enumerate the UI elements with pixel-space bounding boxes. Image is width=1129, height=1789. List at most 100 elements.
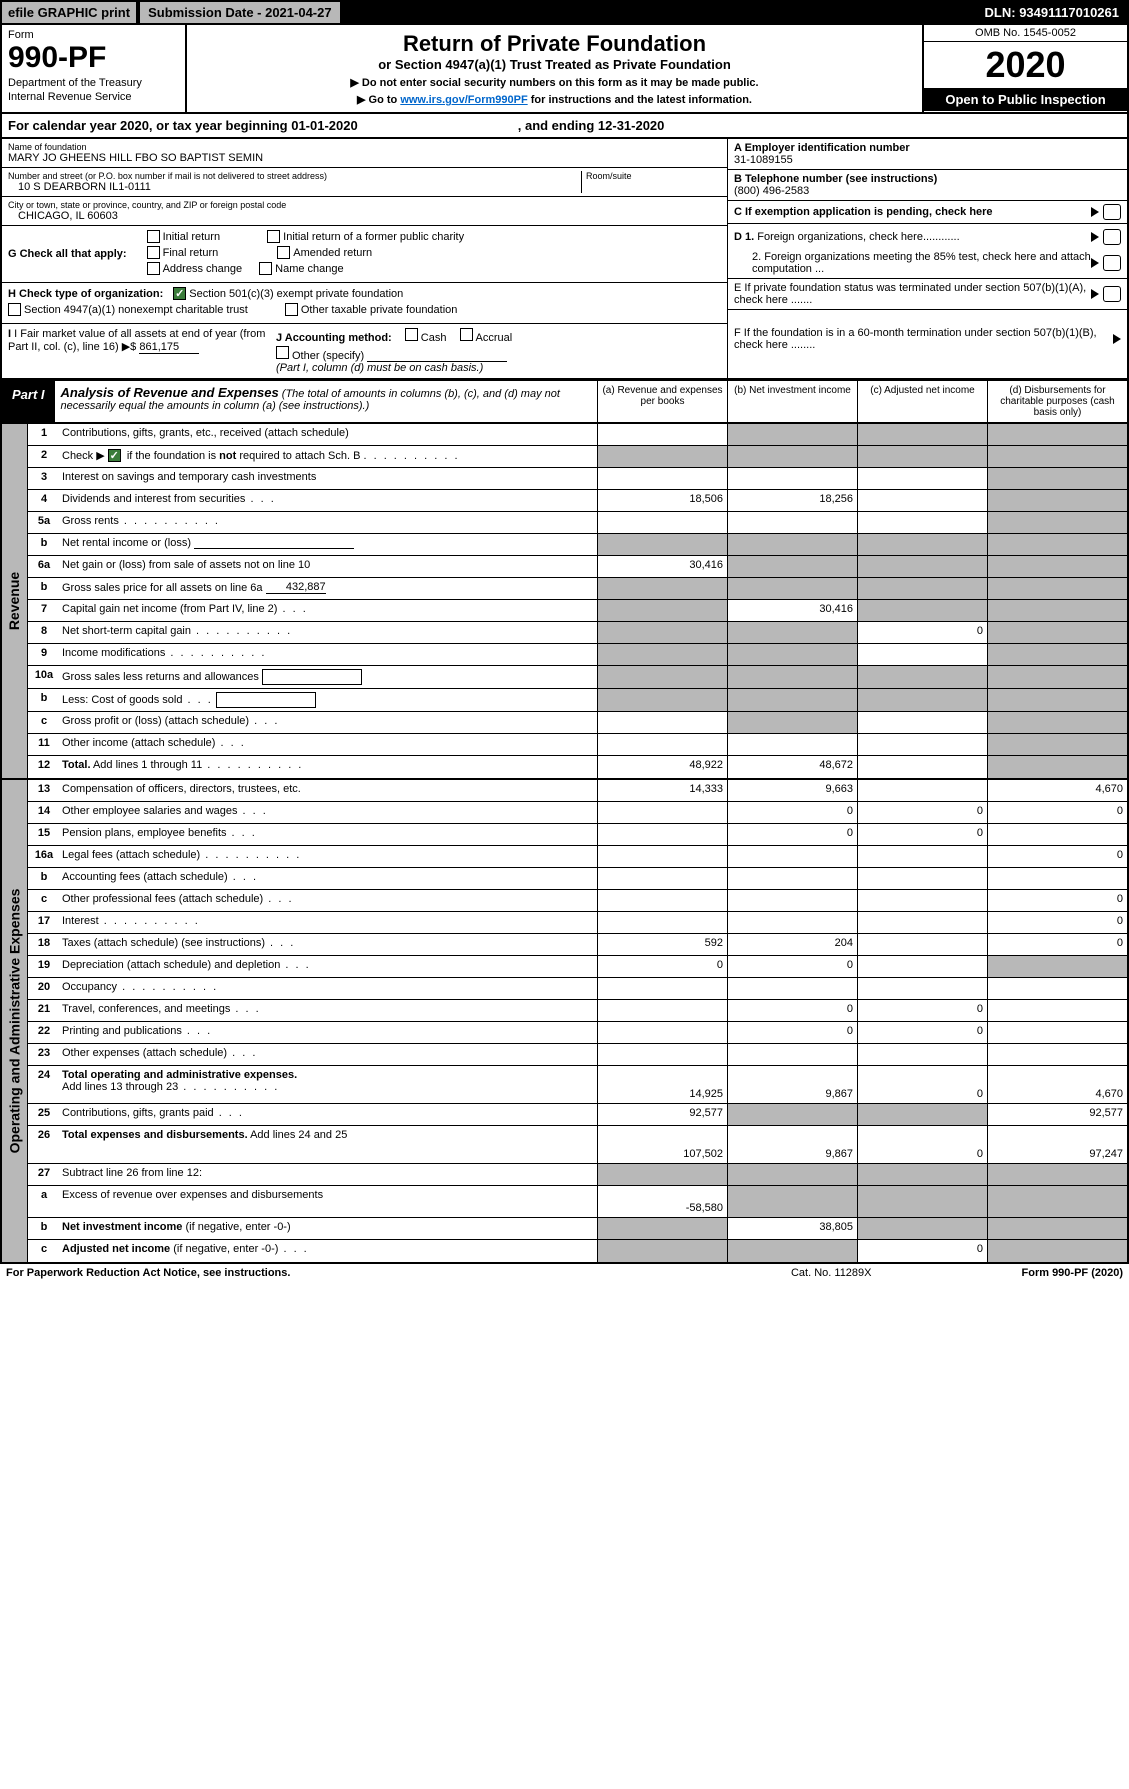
table-row: 16aLegal fees (attach schedule)0 <box>28 846 1127 868</box>
calendar-year-row: For calendar year 2020, or tax year begi… <box>0 114 1129 139</box>
form-label: Form <box>8 29 179 41</box>
footer-right: Form 990-PF (2020) <box>1022 1267 1124 1279</box>
table-row: 7Capital gain net income (from Part IV, … <box>28 600 1127 622</box>
d2-check: 2. Foreign organizations meeting the 85%… <box>728 248 1127 279</box>
phone-block: B Telephone number (see instructions) (8… <box>728 170 1127 201</box>
form-header: Form 990-PF Department of the Treasury I… <box>0 25 1129 114</box>
table-row: bNet rental income or (loss) <box>28 534 1127 556</box>
table-row: aExcess of revenue over expenses and dis… <box>28 1186 1127 1218</box>
dept-label: Department of the Treasury <box>8 77 179 89</box>
table-row: 4Dividends and interest from securities1… <box>28 490 1127 512</box>
arrow-icon <box>1091 207 1099 217</box>
note-2: ▶ Go to www.irs.gov/Form990PF for instru… <box>193 93 916 106</box>
table-row: bAccounting fees (attach schedule) <box>28 868 1127 890</box>
table-row: 10aGross sales less returns and allowanc… <box>28 666 1127 689</box>
arrow-icon <box>1091 232 1099 242</box>
initial-return-checkbox[interactable] <box>147 230 160 243</box>
e-checkbox[interactable] <box>1103 286 1121 302</box>
table-row: 1Contributions, gifts, grants, etc., rec… <box>28 424 1127 446</box>
table-row: bLess: Cost of goods sold <box>28 689 1127 712</box>
h-row: H Check type of organization: ✓Section 5… <box>2 283 727 324</box>
table-row: 12Total. Add lines 1 through 1148,92248,… <box>28 756 1127 778</box>
name-block: Name of foundation MARY JO GHEENS HILL F… <box>2 139 727 168</box>
fmv-value: 861,175 <box>139 341 199 354</box>
initial-former-checkbox[interactable] <box>267 230 280 243</box>
table-row: 13Compensation of officers, directors, t… <box>28 780 1127 802</box>
revenue-section: Revenue 1Contributions, gifts, grants, e… <box>0 424 1129 780</box>
col-b-header: (b) Net investment income <box>727 381 857 422</box>
e-check: E If private foundation status was termi… <box>728 279 1127 310</box>
final-return-checkbox[interactable] <box>147 246 160 259</box>
table-row: 6aNet gain or (loss) from sale of assets… <box>28 556 1127 578</box>
table-row: bNet investment income (if negative, ent… <box>28 1218 1127 1240</box>
header-center: Return of Private Foundation or Section … <box>187 25 922 112</box>
city-block: City or town, state or province, country… <box>2 197 727 226</box>
table-row: 18Taxes (attach schedule) (see instructi… <box>28 934 1127 956</box>
note-1: ▶ Do not enter social security numbers o… <box>193 76 916 89</box>
f-check: F If the foundation is in a 60-month ter… <box>727 324 1127 378</box>
cal-pre: For calendar year 2020, or tax year begi… <box>8 118 358 133</box>
column-headers: (a) Revenue and expenses per books (b) N… <box>597 381 1127 422</box>
other-method-checkbox[interactable] <box>276 346 289 359</box>
table-row: cAdjusted net income (if negative, enter… <box>28 1240 1127 1262</box>
accrual-checkbox[interactable] <box>460 328 473 341</box>
amended-checkbox[interactable] <box>277 246 290 259</box>
submission-date: Submission Date - 2021-04-27 <box>140 2 340 23</box>
table-row: 17Interest0 <box>28 912 1127 934</box>
table-row: 27Subtract line 26 from line 12: <box>28 1164 1127 1186</box>
table-row: cGross profit or (loss) (attach schedule… <box>28 712 1127 734</box>
table-row: 5aGross rents <box>28 512 1127 534</box>
table-row: 25Contributions, gifts, grants paid92,57… <box>28 1104 1127 1126</box>
addr-block: Number and street (or P.O. box number if… <box>2 168 727 197</box>
4947-checkbox[interactable] <box>8 303 21 316</box>
open-public: Open to Public Inspection <box>924 88 1127 111</box>
table-row: 9Income modifications <box>28 644 1127 666</box>
form-subtitle: or Section 4947(a)(1) Trust Treated as P… <box>193 57 916 72</box>
501c3-checkbox[interactable]: ✓ <box>173 287 186 300</box>
part-tag: Part I <box>2 381 55 422</box>
table-row: 23Other expenses (attach schedule) <box>28 1044 1127 1066</box>
other-taxable-checkbox[interactable] <box>285 303 298 316</box>
arrow-icon <box>1091 289 1099 299</box>
col-d-header: (d) Disbursements for charitable purpose… <box>987 381 1127 422</box>
col-a-header: (a) Revenue and expenses per books <box>597 381 727 422</box>
efile-label: efile GRAPHIC print <box>2 2 136 23</box>
name-change-checkbox[interactable] <box>259 262 272 275</box>
d1-checkbox[interactable] <box>1103 229 1121 245</box>
table-row: 8Net short-term capital gain0 <box>28 622 1127 644</box>
schb-checkbox[interactable]: ✓ <box>108 449 121 462</box>
d2-checkbox[interactable] <box>1103 255 1121 271</box>
c-checkbox[interactable] <box>1103 204 1121 220</box>
table-row: 11Other income (attach schedule) <box>28 734 1127 756</box>
top-bar: efile GRAPHIC print Submission Date - 20… <box>0 0 1129 25</box>
table-row: 2Check ▶ ✓ if the foundation is not requ… <box>28 446 1127 468</box>
table-row: 21Travel, conferences, and meetings00 <box>28 1000 1127 1022</box>
table-row: 15Pension plans, employee benefits00 <box>28 824 1127 846</box>
table-row: cOther professional fees (attach schedul… <box>28 890 1127 912</box>
ein-block: A Employer identification number 31-1089… <box>728 139 1127 170</box>
omb-number: OMB No. 1545-0052 <box>924 25 1127 42</box>
expenses-label: Operating and Administrative Expenses <box>2 780 28 1262</box>
part-desc: Analysis of Revenue and Expenses (The to… <box>55 381 597 422</box>
table-row: 14Other employee salaries and wages000 <box>28 802 1127 824</box>
c-check: C If exemption application is pending, c… <box>728 201 1127 224</box>
table-row: 26Total expenses and disbursements. Add … <box>28 1126 1127 1164</box>
dln: DLN: 93491117010261 <box>977 2 1127 23</box>
form-number: 990-PF <box>8 41 179 75</box>
table-row: bGross sales price for all assets on lin… <box>28 578 1127 600</box>
addr-change-checkbox[interactable] <box>147 262 160 275</box>
g-row: G Check all that apply: Initial return I… <box>2 226 727 283</box>
header-right: OMB No. 1545-0052 2020 Open to Public In… <box>922 25 1127 112</box>
header-left: Form 990-PF Department of the Treasury I… <box>2 25 187 112</box>
irs-link[interactable]: www.irs.gov/Form990PF <box>400 94 527 106</box>
table-row: 20Occupancy <box>28 978 1127 1000</box>
ij-row: I I Fair market value of all assets at e… <box>2 324 1127 379</box>
cash-checkbox[interactable] <box>405 328 418 341</box>
arrow-icon <box>1113 334 1121 344</box>
table-row: 24Total operating and administrative exp… <box>28 1066 1127 1104</box>
revenue-label: Revenue <box>2 424 28 778</box>
footer-mid: Cat. No. 11289X <box>791 1267 872 1279</box>
irs-label: Internal Revenue Service <box>8 91 179 103</box>
cal-mid: , and ending 12-31-2020 <box>518 118 665 133</box>
expenses-section: Operating and Administrative Expenses 13… <box>0 780 1129 1264</box>
